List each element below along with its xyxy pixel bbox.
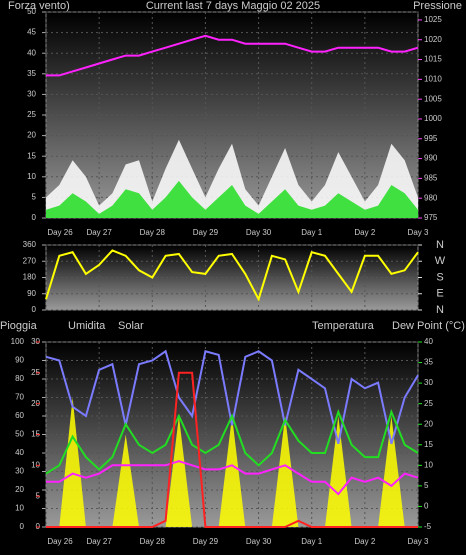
- x-tick-label: Day 2: [354, 228, 375, 237]
- y2-axis-label: Pressione: [413, 0, 462, 12]
- y-tick-label: 10: [27, 172, 36, 181]
- y2-tick-label: 20: [424, 419, 433, 428]
- y2-tick-label: 1025: [424, 15, 442, 24]
- legend-entry: Umidita: [68, 320, 106, 332]
- y-tick-label: 180: [23, 273, 37, 282]
- x-tick-label: Day 26: [47, 228, 73, 237]
- y2-tick-label: 985: [424, 173, 438, 182]
- y-tick-label: 100: [11, 337, 25, 346]
- y2-tick-label: 1000: [424, 114, 442, 123]
- y2-tick-label: 975: [424, 213, 438, 222]
- series-line: [46, 371, 418, 528]
- y-tick-label: 30: [27, 90, 36, 99]
- series-area: [46, 397, 418, 527]
- y-tick-label: 5: [32, 193, 37, 202]
- x-tick-label: Day 3: [408, 228, 429, 237]
- y-tick-label: 20: [27, 131, 36, 140]
- series-area: [46, 180, 418, 218]
- y2-tick-label: 35: [424, 358, 433, 367]
- y-tick-label: 90: [15, 356, 24, 365]
- x-tick-label: Day 29: [193, 228, 219, 237]
- y-tick-label: 80: [15, 374, 24, 383]
- y-tick-label: 360: [23, 240, 37, 249]
- y-tick-label: 40: [15, 448, 24, 457]
- y3-tick-label: 25: [31, 368, 40, 377]
- y2-tick-label: 15: [424, 440, 433, 449]
- y2-tick-label: 995: [424, 134, 438, 143]
- legend-entry: Temperatura: [312, 320, 375, 332]
- y2-tick-label: 1010: [424, 74, 442, 83]
- y2-tick-label: 1005: [424, 94, 442, 103]
- y-tick-label: 10: [15, 504, 24, 513]
- series-line: [45, 408, 419, 475]
- y2-tick-label: 990: [424, 154, 438, 163]
- x-tick-label: Day 1: [301, 228, 322, 237]
- y2-tick-label: 1015: [424, 55, 442, 64]
- x-tick-label: Day 30: [246, 537, 272, 546]
- y2-tick-label: 5: [424, 481, 429, 490]
- legend-entry: Solar: [118, 320, 144, 332]
- y3-tick-label: 20: [31, 399, 40, 408]
- x-tick-label: Day 30: [246, 228, 272, 237]
- y-tick-label: 0: [32, 213, 37, 222]
- y2-tick-label: 1020: [424, 35, 442, 44]
- x-tick-label: Day 28: [140, 537, 166, 546]
- y-tick-label: 90: [27, 289, 36, 298]
- y-tick-label: 50: [27, 7, 36, 16]
- y-tick-label: 0: [20, 522, 25, 531]
- y3-tick-label: 30: [31, 337, 40, 346]
- y2-tick-label: -5: [424, 522, 432, 531]
- x-tick-label: Day 29: [193, 537, 219, 546]
- y2-tick-label: 0: [424, 502, 429, 511]
- y-tick-label: 30: [15, 467, 24, 476]
- y-tick-label: 60: [15, 411, 24, 420]
- legend-entry: Dew Point (°C): [392, 320, 465, 332]
- y2-tick-label: 25: [424, 399, 433, 408]
- y-tick-label: 15: [27, 151, 36, 160]
- x-tick-label: Day 26: [47, 537, 73, 546]
- x-tick-label: Day 27: [86, 537, 112, 546]
- y-axis-label: Forza vento): [8, 0, 70, 12]
- y2-tick-label: 30: [424, 378, 433, 387]
- y2-tick-label: 980: [424, 193, 438, 202]
- y-tick-label: 20: [15, 485, 24, 494]
- x-tick-label: Day 28: [140, 228, 166, 237]
- series-line: [46, 34, 419, 77]
- legend-entry: Pioggia: [0, 320, 38, 332]
- y-tick-label: 270: [23, 256, 37, 265]
- series-line: [46, 460, 419, 496]
- y-tick-label: 70: [15, 393, 24, 402]
- x-tick-label: Day 3: [408, 537, 429, 546]
- y2-tick-label: W: [435, 255, 446, 267]
- series-line: [45, 349, 419, 445]
- y-tick-label: 0: [32, 305, 37, 314]
- x-tick-label: Day 27: [86, 228, 112, 237]
- y2-tick-label: E: [436, 288, 443, 300]
- x-tick-label: Day 1: [301, 537, 322, 546]
- chart-title: Current last 7 days Maggio 02 2025: [146, 0, 320, 12]
- y2-tick-label: 10: [424, 460, 433, 469]
- y-tick-label: 45: [27, 28, 36, 37]
- y2-tick-label: N: [436, 239, 444, 251]
- y2-tick-label: 40: [424, 337, 433, 346]
- y3-tick-label: 10: [31, 460, 40, 469]
- y-tick-label: 40: [27, 48, 36, 57]
- y3-tick-label: 15: [31, 430, 40, 439]
- x-tick-label: Day 2: [354, 537, 375, 546]
- series-line: [45, 249, 419, 302]
- y-tick-label: 25: [27, 110, 36, 119]
- y2-tick-label: S: [436, 271, 443, 283]
- y-tick-label: 35: [27, 69, 36, 78]
- y-tick-label: 50: [15, 430, 24, 439]
- y2-tick-label: N: [436, 304, 444, 316]
